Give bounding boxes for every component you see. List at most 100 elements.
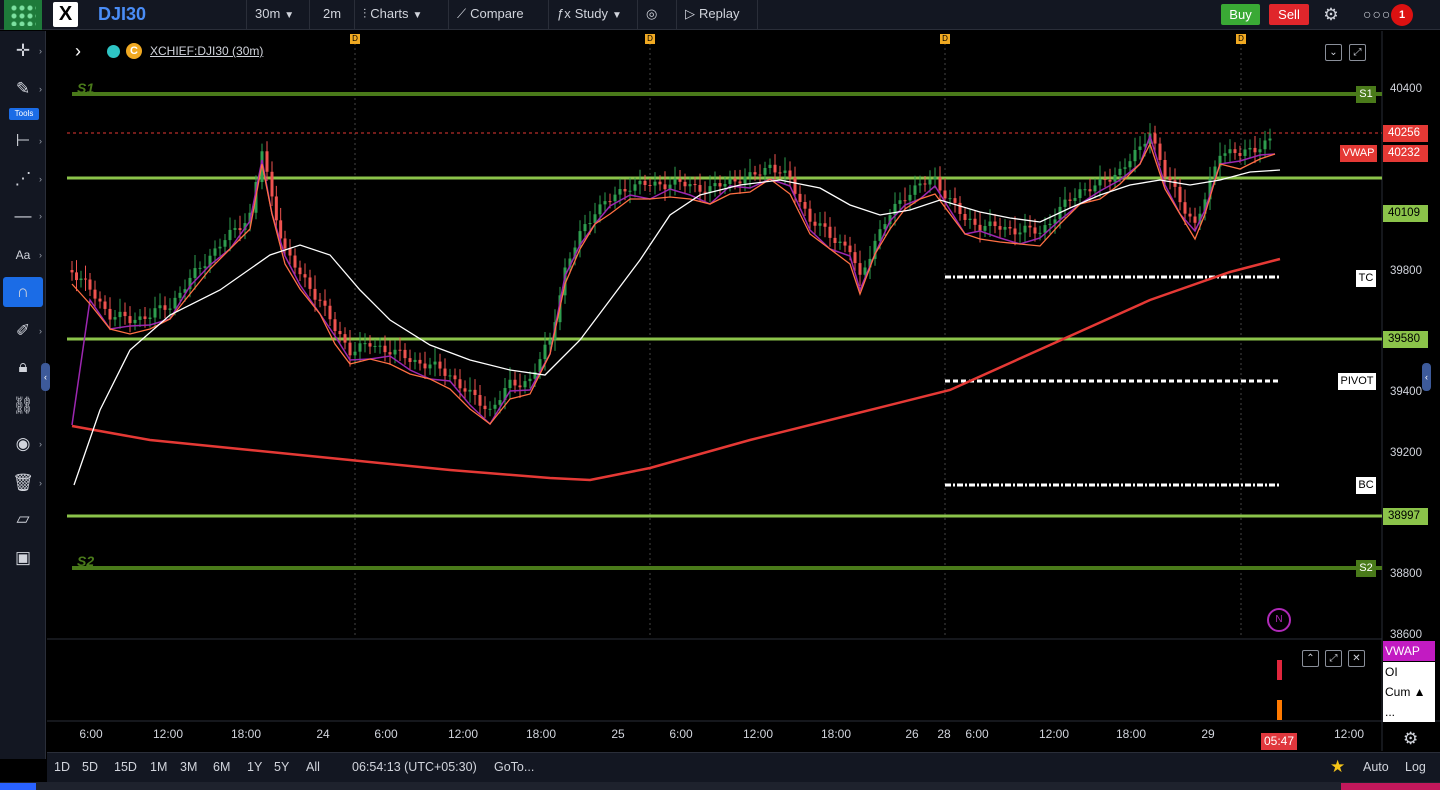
eye-icon[interactable]: ◉ › xyxy=(15,434,42,453)
more-icon[interactable]: ○○○ xyxy=(1363,6,1392,22)
buy-button[interactable]: Buy xyxy=(1221,4,1260,25)
time-tick: 6:00 xyxy=(965,727,989,741)
candle-body xyxy=(1208,178,1212,200)
chevron-up-icon[interactable]: ⌃ xyxy=(1302,650,1319,667)
time-tick: 28 xyxy=(937,727,951,741)
candle-body xyxy=(603,201,607,205)
range-15d[interactable]: 15D xyxy=(114,760,137,774)
auto-scale-button[interactable]: Auto xyxy=(1363,760,1389,774)
collapse-left-handle[interactable]: ‹ xyxy=(41,363,50,391)
oi-indicator-label[interactable]: OI DChng xyxy=(1383,662,1435,699)
dividend-marker[interactable]: D xyxy=(350,34,360,44)
dividend-marker[interactable]: D xyxy=(1236,34,1246,44)
brush-icon[interactable]: ✐ › xyxy=(15,321,42,340)
candle-body xyxy=(578,231,582,248)
oi-bar xyxy=(1277,660,1282,680)
dividend-marker[interactable]: D xyxy=(940,34,950,44)
s2-chart-label: S2 xyxy=(77,553,95,569)
star-icon[interactable]: ★ xyxy=(1330,757,1346,776)
lock-icon[interactable]: 🔒︎ xyxy=(18,357,28,376)
goto-button[interactable]: GoTo... xyxy=(494,760,535,774)
candle-body xyxy=(988,221,992,227)
candle-body xyxy=(938,177,942,191)
candle-body xyxy=(973,218,977,225)
range-1m[interactable]: 1M xyxy=(150,760,168,774)
candle-body xyxy=(303,274,307,278)
study-dropdown[interactable]: ƒx Study ▼ xyxy=(548,0,636,30)
log-scale-button[interactable]: Log xyxy=(1405,760,1426,774)
candle-body xyxy=(318,299,322,301)
pitchfork-icon[interactable]: ⊢ › xyxy=(15,131,42,150)
expand-icon[interactable]: ⤢ xyxy=(1325,650,1342,667)
range-all[interactable]: All xyxy=(306,760,320,774)
candle-body xyxy=(79,278,83,281)
app-logo-icon[interactable] xyxy=(4,0,42,30)
range-5d[interactable]: 5D xyxy=(82,760,98,774)
range-5y[interactable]: 5Y xyxy=(274,760,290,774)
candle-body xyxy=(1013,228,1017,235)
interval-2m-button[interactable]: 2m xyxy=(309,0,353,30)
replay-button[interactable]: ▷ Replay xyxy=(676,0,758,30)
candle-body xyxy=(768,164,772,169)
candle-body xyxy=(84,278,87,280)
vwap-indicator-label[interactable]: VWAP xyxy=(1383,641,1435,661)
candle-body xyxy=(638,180,642,185)
compare-button[interactable]: ⟋ Compare xyxy=(448,0,547,30)
horizontal-line-icon[interactable]: — › xyxy=(14,206,43,225)
alert-badge[interactable]: 1 xyxy=(1391,4,1413,26)
ruler-icon[interactable]: ▱ xyxy=(16,509,30,528)
range-3m[interactable]: 3M xyxy=(180,760,198,774)
dividend-marker[interactable]: D xyxy=(645,34,655,44)
gear-icon[interactable]: ⚙ xyxy=(1323,5,1339,24)
candle-body xyxy=(1093,185,1097,192)
magnet-icon[interactable]: ∩ xyxy=(3,277,43,307)
candle-body xyxy=(218,246,222,249)
candle-body xyxy=(743,176,747,184)
candle-body xyxy=(188,277,192,290)
more-indicators[interactable]: ... xyxy=(1383,702,1435,722)
candle-body xyxy=(733,178,737,182)
range-1y[interactable]: 1Y xyxy=(247,760,263,774)
current-price-tag: 40256 xyxy=(1383,125,1428,142)
link-icon[interactable]: ⛓︎ xyxy=(12,396,34,415)
price-chart[interactable] xyxy=(47,31,1440,751)
collapse-right-handle[interactable]: ‹ xyxy=(1422,363,1431,391)
chevron-down-icon[interactable]: ⌄ xyxy=(1325,44,1342,61)
candle-body xyxy=(698,184,702,192)
range-1d[interactable]: 1D xyxy=(54,760,70,774)
candle-body xyxy=(75,272,78,281)
screenshot-icon[interactable]: ▣ xyxy=(14,548,32,567)
drawing-toolbar: ✛ › ✎ › Tools ⊢ › ⋰ › — › Aa › ∩ ✐ › 🔒︎ ⛓︎ ◉ › 🗑… xyxy=(0,31,46,759)
trash-icon[interactable]: 🗑︎ › xyxy=(12,473,42,492)
range-6m[interactable]: 6M xyxy=(213,760,231,774)
chevron-right-icon[interactable]: › xyxy=(75,40,81,61)
vwap-price-tag: 40232 xyxy=(1383,145,1428,162)
news-marker[interactable]: N xyxy=(1267,608,1291,632)
instagram-button[interactable]: ◎ xyxy=(637,0,675,30)
x-logo-icon[interactable]: X xyxy=(53,2,78,27)
text-icon[interactable]: Aa › xyxy=(15,248,42,262)
close-icon[interactable]: ✕ xyxy=(1348,650,1365,667)
candle-body xyxy=(628,190,632,192)
pattern-icon[interactable]: ⋰ › xyxy=(14,169,43,188)
cum-indicator-label[interactable]: Cum ▲ xyxy=(1383,682,1435,702)
level-price-tag: 40109 xyxy=(1383,205,1428,222)
candle-body xyxy=(1153,133,1157,144)
candle-body xyxy=(958,202,962,214)
time-tick: 18:00 xyxy=(525,727,557,741)
symbol-selector[interactable]: DJI30 xyxy=(98,4,147,24)
charts-dropdown[interactable]: ⫶ Charts ▼ xyxy=(354,0,446,30)
study-label: Study xyxy=(574,6,608,21)
interval-dropdown[interactable]: 30m ▼ xyxy=(246,0,308,30)
clock[interactable]: 06:54:13 (UTC+05:30) xyxy=(352,760,477,774)
expand-icon[interactable]: ⤢ xyxy=(1349,44,1366,61)
candle-body xyxy=(158,305,162,309)
vwap-line-tag: VWAP xyxy=(1340,145,1377,162)
chart-area[interactable] xyxy=(47,31,1440,751)
legend-symbol[interactable]: XCHIEF:DJI30 (30m) xyxy=(150,44,264,58)
crosshair-icon[interactable]: ✛ › xyxy=(15,41,42,60)
pencil-icon[interactable]: ✎ › xyxy=(15,79,42,98)
sell-button[interactable]: Sell xyxy=(1269,4,1309,25)
candle-body xyxy=(1238,152,1242,156)
chart-settings-icon[interactable]: ⚙ xyxy=(1403,729,1419,748)
